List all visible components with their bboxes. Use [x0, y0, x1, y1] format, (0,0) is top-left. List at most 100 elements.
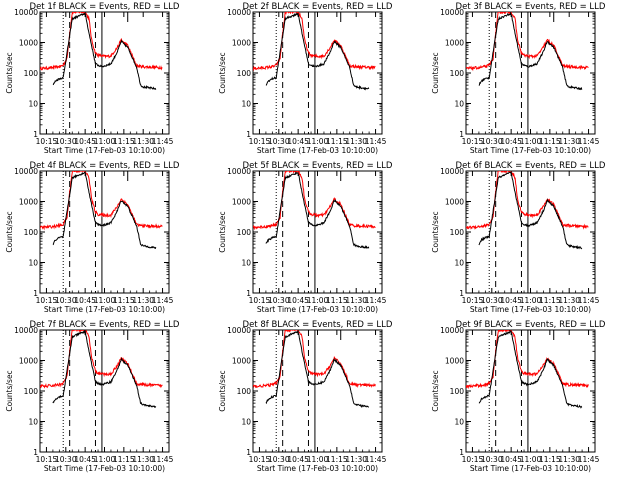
- lld-series-line: [40, 171, 163, 231]
- y-axis-label: Counts/sec: [5, 211, 14, 252]
- x-axis-label: Start Time (17-Feb-03 10:10:00): [257, 305, 378, 314]
- y-tick-label: 10: [28, 259, 38, 268]
- x-tick-label: 11:00: [307, 137, 329, 146]
- x-tick-label: 11:30: [132, 137, 154, 146]
- lld-series-line: [466, 12, 589, 72]
- y-tick-label: 10000: [14, 326, 38, 335]
- panel-title: Det 2f BLACK = Events, RED = LLD: [243, 2, 393, 12]
- x-tick-label: 11:00: [94, 296, 116, 305]
- x-tick-label: 10:15: [249, 137, 271, 146]
- events-series-line: [478, 171, 583, 250]
- x-tick-label: 10:30: [481, 296, 503, 305]
- y-tick-label: 1: [246, 130, 251, 139]
- y-tick-label: 10: [28, 418, 38, 427]
- x-tick-label: 11:30: [345, 296, 367, 305]
- y-tick-label: 1: [33, 289, 38, 298]
- x-tick-label: 11:00: [520, 296, 542, 305]
- time-bracket-marker: [340, 329, 347, 340]
- x-tick-label: 10:30: [481, 137, 503, 146]
- x-tick-label: 11:15: [539, 296, 561, 305]
- panel-title: Det 7f BLACK = Events, RED = LLD: [30, 320, 180, 330]
- panel-title: Det 4f BLACK = Events, RED = LLD: [30, 161, 180, 171]
- y-tick-label: 100: [450, 228, 465, 237]
- x-tick-label: 11:15: [113, 137, 135, 146]
- y-axis-label: Counts/sec: [431, 370, 440, 411]
- y-axis-label: Counts/sec: [218, 211, 227, 252]
- x-tick-label: 10:45: [287, 296, 309, 305]
- x-tick-label: 10:45: [74, 455, 96, 464]
- panel-title: Det 8f BLACK = Events, RED = LLD: [243, 320, 393, 330]
- x-tick-label: 11:30: [558, 137, 580, 146]
- y-tick-label: 10: [454, 259, 464, 268]
- y-tick-label: 10000: [227, 326, 251, 335]
- y-tick-label: 100: [24, 387, 39, 396]
- x-tick-label: 10:30: [55, 296, 77, 305]
- lld-series-line: [253, 171, 376, 231]
- panel-title: Det 6f BLACK = Events, RED = LLD: [456, 161, 606, 171]
- y-tick-label: 10000: [227, 8, 251, 17]
- time-bracket-marker: [127, 170, 134, 181]
- lld-series-line: [253, 12, 376, 72]
- y-axis-label: Counts/sec: [431, 52, 440, 93]
- y-tick-label: 1000: [232, 39, 251, 48]
- x-tick-label: 11:00: [94, 137, 116, 146]
- y-tick-label: 100: [450, 387, 465, 396]
- x-tick-label: 10:30: [55, 455, 77, 464]
- x-tick-label: 11:45: [152, 296, 174, 305]
- y-tick-label: 10000: [14, 167, 38, 176]
- y-tick-label: 100: [237, 69, 252, 78]
- y-tick-label: 10: [241, 100, 251, 109]
- y-tick-label: 1000: [19, 198, 38, 207]
- x-tick-label: 11:15: [539, 455, 561, 464]
- panel-det-4f: Det 4f BLACK = Events, RED = LLD 1 10 100 10…: [5, 161, 180, 314]
- x-tick-label: 11:00: [307, 296, 329, 305]
- panel-grid: Det 1f BLACK = Events, RED = LLD 1 10 100 10…: [5, 2, 606, 473]
- y-tick-label: 1000: [232, 198, 251, 207]
- lld-series-line: [466, 330, 589, 390]
- x-tick-label: 10:15: [249, 296, 271, 305]
- x-tick-label: 10:30: [55, 137, 77, 146]
- y-tick-label: 100: [24, 69, 39, 78]
- x-tick-label: 10:30: [268, 137, 290, 146]
- y-tick-label: 1: [33, 130, 38, 139]
- events-series-line: [265, 12, 370, 91]
- lld-series-line: [40, 12, 163, 71]
- time-bracket-marker: [340, 11, 347, 22]
- y-tick-label: 10000: [14, 8, 38, 17]
- x-axis-label: Start Time (17-Feb-03 10:10:00): [470, 464, 591, 473]
- x-tick-label: 11:30: [558, 296, 580, 305]
- x-tick-label: 10:45: [500, 455, 522, 464]
- time-bracket-marker: [127, 329, 134, 340]
- y-tick-label: 100: [237, 228, 252, 237]
- x-tick-label: 10:15: [462, 137, 484, 146]
- x-tick-label: 10:15: [36, 296, 58, 305]
- x-tick-label: 11:15: [113, 296, 135, 305]
- x-axis-label: Start Time (17-Feb-03 10:10:00): [470, 305, 591, 314]
- y-tick-label: 1: [459, 130, 464, 139]
- x-tick-label: 11:00: [520, 137, 542, 146]
- x-tick-label: 10:45: [500, 296, 522, 305]
- x-tick-label: 10:15: [36, 137, 58, 146]
- x-axis-label: Start Time (17-Feb-03 10:10:00): [257, 464, 378, 473]
- y-tick-label: 100: [24, 228, 39, 237]
- x-tick-label: 11:15: [326, 455, 348, 464]
- x-axis-label: Start Time (17-Feb-03 10:10:00): [470, 146, 591, 155]
- x-axis-label: Start Time (17-Feb-03 10:10:00): [257, 146, 378, 155]
- panel-det-5f: Det 5f BLACK = Events, RED = LLD 1 10 100 10…: [218, 161, 393, 314]
- y-tick-label: 10000: [227, 167, 251, 176]
- y-tick-label: 1: [246, 289, 251, 298]
- events-series-line: [478, 330, 583, 409]
- y-tick-label: 1: [33, 448, 38, 457]
- x-tick-label: 11:30: [558, 455, 580, 464]
- events-series-line: [52, 330, 157, 409]
- panel-det-8f: Det 8f BLACK = Events, RED = LLD 1 10 100 10…: [218, 320, 393, 473]
- x-tick-label: 10:45: [287, 137, 309, 146]
- y-tick-label: 1000: [445, 198, 464, 207]
- x-axis-label: Start Time (17-Feb-03 10:10:00): [44, 464, 165, 473]
- x-tick-label: 10:30: [268, 296, 290, 305]
- panel-det-7f: Det 7f BLACK = Events, RED = LLD 1 10 100 10…: [5, 320, 180, 473]
- x-tick-label: 10:45: [500, 137, 522, 146]
- x-tick-label: 10:45: [74, 296, 96, 305]
- events-series-line: [265, 171, 370, 250]
